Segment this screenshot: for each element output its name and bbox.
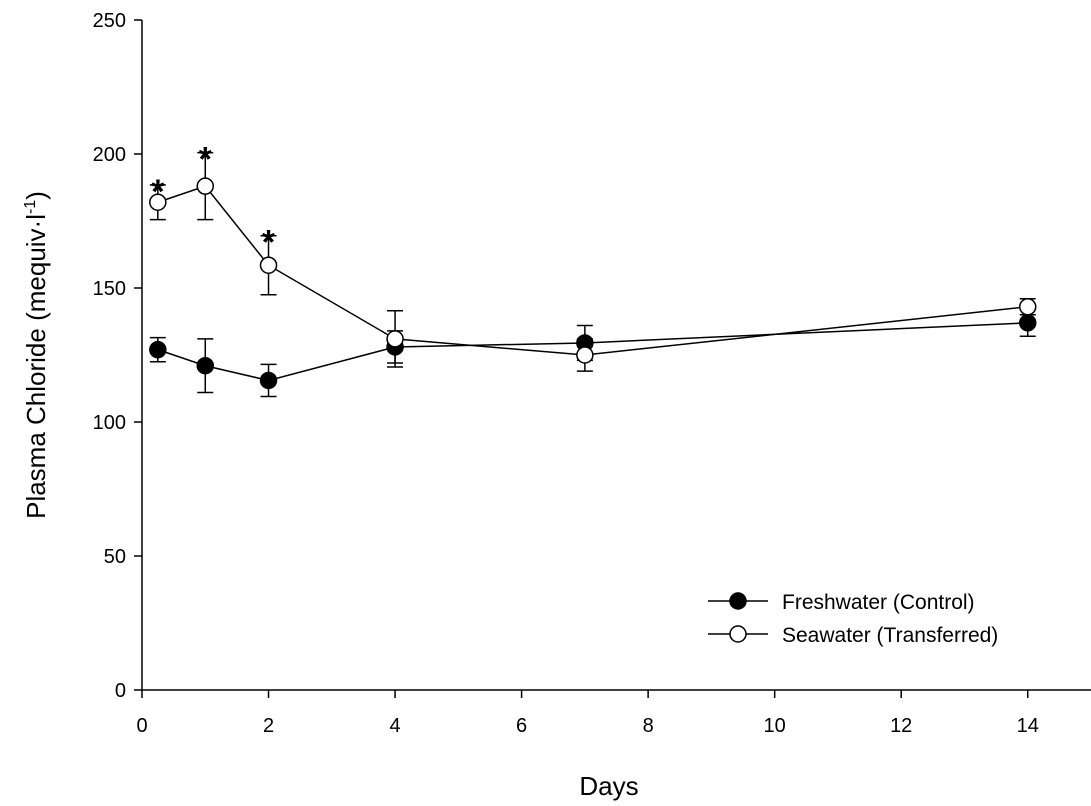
y-tick-label: 250 bbox=[93, 10, 126, 32]
x-tick-label: 10 bbox=[764, 715, 786, 737]
y-ticks: 0 50 100 150 200 250 bbox=[93, 10, 142, 702]
x-axis-title: Days bbox=[579, 771, 638, 801]
annotation-layer: * * * bbox=[151, 141, 276, 262]
series-layer bbox=[149, 151, 1037, 398]
y-axis-title-close: ) bbox=[21, 191, 51, 200]
data-point bbox=[196, 356, 215, 375]
significance-marker: * bbox=[151, 173, 165, 211]
data-point bbox=[149, 340, 167, 359]
legend-marker-freshwater bbox=[729, 592, 747, 610]
data-point bbox=[259, 371, 278, 390]
x-tick-label: 2 bbox=[263, 715, 274, 737]
axes bbox=[141, 20, 1091, 691]
x-tick-label: 6 bbox=[516, 715, 527, 737]
x-tick-label: 12 bbox=[890, 715, 912, 737]
significance-marker: * bbox=[199, 141, 213, 179]
data-point bbox=[1018, 298, 1037, 316]
legend-label-seawater: Seawater (Transferred) bbox=[782, 624, 998, 647]
x-tick-label: 4 bbox=[390, 715, 401, 737]
x-tick-label: 14 bbox=[1017, 715, 1039, 737]
y-tick-label: 100 bbox=[93, 412, 126, 434]
y-tick-label: 200 bbox=[93, 144, 126, 166]
series-line bbox=[157, 185, 1028, 356]
y-tick-label: 50 bbox=[104, 546, 126, 568]
y-axis-title: Plasma Chloride (mequiv·l-1) bbox=[21, 191, 51, 519]
data-point bbox=[149, 193, 167, 211]
x-tick-label: 0 bbox=[136, 715, 147, 737]
x-tick-label: 8 bbox=[643, 715, 654, 737]
data-point bbox=[259, 256, 278, 274]
x-ticks: 0 2 4 6 8 10 12 14 bbox=[136, 690, 1039, 737]
data-point bbox=[576, 346, 594, 364]
data-point bbox=[386, 330, 404, 348]
data-point bbox=[196, 177, 215, 195]
y-axis-title-sup: -1 bbox=[22, 200, 39, 214]
legend-marker-seawater bbox=[729, 625, 747, 643]
legend-label-freshwater: Freshwater (Control) bbox=[782, 591, 975, 614]
y-tick-label: 150 bbox=[93, 278, 126, 300]
series-1 bbox=[149, 151, 1037, 372]
significance-marker: * bbox=[262, 224, 276, 262]
data-point bbox=[1018, 314, 1037, 332]
legend: Freshwater (Control) Seawater (Transferr… bbox=[708, 591, 998, 647]
y-axis-title-main: Plasma Chloride (mequiv·l bbox=[21, 214, 51, 519]
y-tick-label: 0 bbox=[115, 680, 126, 702]
